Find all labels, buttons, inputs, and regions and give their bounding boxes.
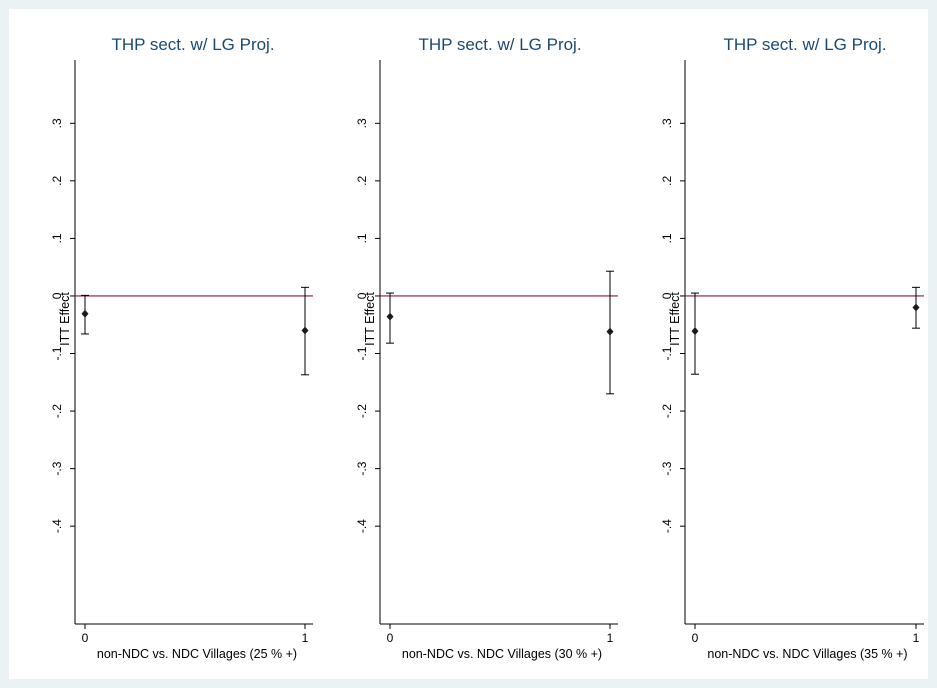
y-tick-label: .3 [355,118,369,128]
y-tick-label: .1 [50,233,64,243]
chart-panel-3: THP sect. w/ LG Proj. .3 .2 .1 0 -.1 -.2 -.3 -.4… [660,35,924,661]
point-estimate-marker [81,309,89,318]
y-tick-label: .1 [660,233,674,243]
y-tick-label: .3 [50,118,64,128]
point-estimate-marker [912,303,920,312]
chart-panel-2: THP sect. w/ LG Proj. .3 .2 .1 0 -.1 -.2 -.3 -.4… [355,35,618,661]
y-tick-label: -.3 [355,461,369,475]
y-tick-label: -.2 [355,404,369,418]
y-tick-label: -.3 [660,461,674,475]
y-tick-label: -.3 [50,461,64,475]
y-tick-label: 0 [660,292,674,299]
y-axis-title: ITT Effect [58,292,72,346]
y-tick-label: .2 [355,176,369,186]
chart-title: THP sect. w/ LG Proj. [723,35,886,54]
y-tick-label: -.2 [660,404,674,418]
point-estimate-marker [301,326,309,335]
y-tick-label: 0 [50,292,64,299]
y-tick-label: -.4 [355,519,369,533]
x-tick-label: 0 [82,631,89,645]
y-axis-title: ITT Effect [363,292,377,346]
y-tick-label: .2 [660,176,674,186]
y-tick-label: -.4 [660,519,674,533]
x-tick-label: 1 [302,631,309,645]
x-tick-label: 0 [387,631,394,645]
x-tick-label: 1 [913,631,920,645]
y-tick-label: -.1 [50,346,64,360]
point-estimate-marker [606,327,614,336]
y-tick-label: -.1 [355,346,369,360]
y-tick-label: .3 [660,118,674,128]
y-tick-label: .2 [50,176,64,186]
x-axis-title: non-NDC vs. NDC Villages (25 % +) [97,647,297,661]
point-estimate-marker [386,312,394,321]
y-tick-label: -.4 [50,519,64,533]
x-axis-title: non-NDC vs. NDC Villages (35 % +) [707,647,907,661]
y-tick-label: -.1 [660,346,674,360]
chart-title: THP sect. w/ LG Proj. [111,35,274,54]
y-tick-label: .1 [355,233,369,243]
y-tick-label: 0 [355,292,369,299]
x-axis-title: non-NDC vs. NDC Villages (30 % +) [402,647,602,661]
chart-title: THP sect. w/ LG Proj. [418,35,581,54]
x-tick-label: 1 [607,631,614,645]
figure-frame [9,9,928,679]
y-axis-title: ITT Effect [668,292,682,346]
point-estimate-marker [691,327,699,336]
chart-panel-1: THP sect. w/ LG Proj. .3 .2 .1 0 -.1 -.2 -.3 -.4… [50,35,313,661]
y-tick-label: -.2 [50,404,64,418]
x-tick-label: 0 [692,631,699,645]
